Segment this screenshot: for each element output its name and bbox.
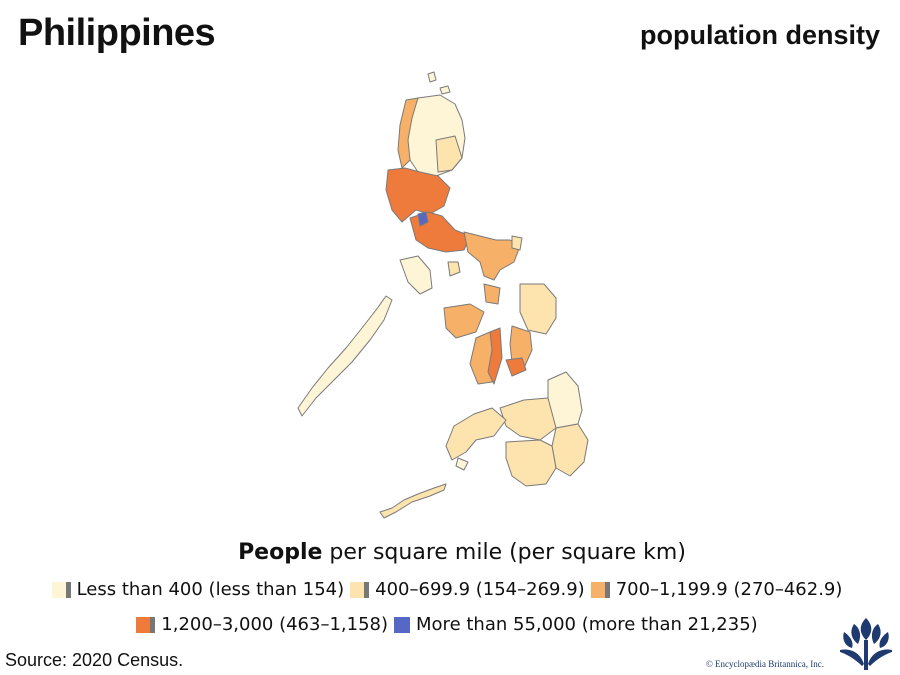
legend-label-3: 700–1,199.9 (270–462.9) <box>615 579 843 600</box>
legend-swatch-2 <box>350 581 370 598</box>
legend-heading-rest: per square mile (per square km) <box>322 540 686 565</box>
legend-heading: People per square mile (per square km) <box>0 540 900 565</box>
legend-item-1: Less than 400 (less than 154) <box>51 579 345 600</box>
philippines-map <box>297 71 589 519</box>
legend-label-4: 1,200–3,000 (463–1,158) <box>161 614 389 635</box>
region-bicol <box>463 231 521 281</box>
region-bohol <box>505 357 527 377</box>
legend-swatch-4 <box>136 616 156 633</box>
copyright-note: © Encyclopædia Britannica, Inc. <box>705 659 824 669</box>
region-masbate <box>483 283 501 305</box>
legend-swatch-5 <box>394 616 411 633</box>
legend-row-2: 1,200–3,000 (463–1,158) More than 55,000… <box>0 614 900 635</box>
region-sulu <box>379 483 447 519</box>
legend-swatch-1 <box>51 581 71 598</box>
legend-item-3: 700–1,199.9 (270–462.9) <box>590 579 843 600</box>
region-northern-mindanao <box>499 397 557 441</box>
legend-label-1: Less than 400 (less than 154) <box>76 579 345 600</box>
region-metro-manila <box>417 211 429 227</box>
region-batanes <box>427 71 437 83</box>
britannica-thistle-icon <box>840 618 892 670</box>
legend-label-5: More than 55,000 (more than 21,235) <box>416 614 758 635</box>
legend-swatch-3 <box>590 581 610 598</box>
region-catanduanes <box>511 235 523 251</box>
region-cebu <box>487 327 503 385</box>
region-mindoro <box>399 255 433 295</box>
region-babuyan <box>439 85 451 95</box>
map-title: Philippines <box>18 12 216 54</box>
region-ilocos <box>397 97 419 169</box>
region-palawan <box>297 295 393 417</box>
map-subtitle: population density <box>640 20 880 50</box>
region-zamboanga <box>445 407 507 461</box>
region-panay <box>443 303 485 339</box>
region-samar <box>519 283 557 335</box>
region-marinduque <box>447 261 461 277</box>
region-central-luzon <box>385 167 451 223</box>
region-soccsksargen <box>505 439 557 487</box>
legend-item-2: 400–699.9 (154–269.9) <box>350 579 585 600</box>
legend-item-4: 1,200–3,000 (463–1,158) <box>136 614 388 635</box>
legend-row-1: Less than 400 (less than 154) 400–699.9 … <box>0 579 900 600</box>
region-cagayan <box>435 135 463 173</box>
legend-label-2: 400–699.9 (154–269.9) <box>375 579 585 600</box>
legend-heading-bold: People <box>238 540 323 565</box>
legend-item-5: More than 55,000 (more than 21,235) <box>394 614 758 635</box>
region-davao <box>551 423 589 477</box>
region-small-islands <box>455 457 469 471</box>
source-note: Source: 2020 Census. <box>5 650 184 670</box>
